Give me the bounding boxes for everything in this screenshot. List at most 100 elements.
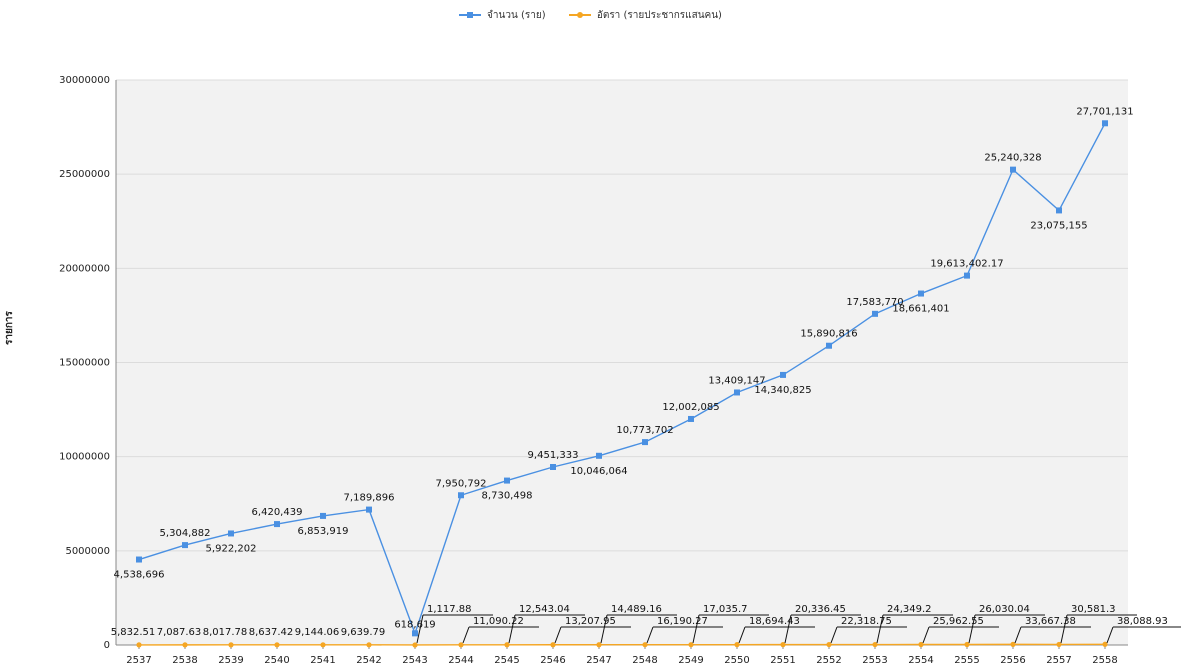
legend-item-count[interactable]: จำนวน (ราย) [459, 8, 546, 23]
data-label-rate: 9,639.79 [341, 627, 386, 638]
series-line-rate [138, 643, 1106, 646]
x-tick-label: 2545 [494, 655, 519, 666]
x-tick-label: 2552 [816, 655, 841, 666]
data-point-rate [320, 642, 326, 648]
data-label-rate: 8,017.78 [203, 627, 248, 638]
leader-line-rate [1014, 626, 1022, 644]
y-tick-label: 15000000 [59, 358, 110, 369]
leader-line-rate [922, 626, 930, 644]
data-label-count: 18,661,401 [892, 304, 949, 315]
data-point-rate [228, 642, 234, 648]
x-tick-label: 2555 [954, 655, 979, 666]
data-label-rate: 14,489.16 [611, 604, 662, 615]
data-label-count: 7,950,792 [436, 478, 487, 489]
data-point-count [826, 342, 832, 349]
data-label-count: 4,538,696 [114, 570, 165, 581]
x-tick-label: 2550 [724, 655, 749, 666]
data-label-count: 10,773,702 [616, 425, 673, 436]
data-label-count: 15,890,816 [800, 329, 857, 340]
data-point-count [734, 389, 740, 396]
leader-line-rate [1106, 626, 1114, 644]
data-label-count: 19,613,402.17 [930, 259, 1003, 270]
legend-item-rate[interactable]: อัตรา (รายประชากรแสนคน) [568, 8, 722, 23]
data-point-count [1102, 120, 1108, 127]
data-point-count [504, 477, 510, 484]
x-tick-label: 2540 [264, 655, 289, 666]
data-label-count: 25,240,328 [984, 153, 1041, 164]
data-label-rate: 8,637.42 [249, 627, 294, 638]
data-label-rate: 20,336.45 [795, 604, 846, 615]
data-point-count [550, 463, 556, 470]
data-label-rate: 1,117.88 [427, 604, 472, 615]
x-tick-label: 2541 [310, 655, 335, 666]
leader-line-rate [508, 614, 516, 644]
legend-swatch-rate [568, 12, 591, 18]
x-tick-label: 2556 [1000, 655, 1025, 666]
y-tick-label: 30000000 [59, 75, 110, 86]
data-point-rate [550, 642, 556, 648]
data-point-count [366, 506, 372, 513]
leader-line-rate [876, 614, 884, 644]
data-point-count [688, 415, 694, 422]
leader-line-rate [646, 626, 654, 644]
series-line-count [138, 122, 1106, 636]
data-label-rate: 38,088.93 [1117, 616, 1168, 627]
data-label-count: 618,619 [394, 619, 435, 630]
data-label-count: 17,583,770 [846, 297, 903, 308]
data-point-count [964, 272, 970, 279]
data-point-rate [366, 642, 372, 648]
data-label-count: 9,451,333 [528, 450, 579, 461]
data-label-count: 7,189,896 [344, 493, 395, 504]
leader-line-rate [554, 626, 562, 644]
x-tick-label: 2542 [356, 655, 381, 666]
data-point-rate [412, 642, 418, 648]
x-tick-label: 2546 [540, 655, 565, 666]
y-tick-label: 20000000 [59, 263, 110, 274]
x-tick-label: 2539 [218, 655, 243, 666]
x-tick-label: 2554 [908, 655, 933, 666]
x-tick-label: 2537 [126, 655, 151, 666]
legend-label-count: จำนวน (ราย) [487, 10, 546, 21]
y-tick-label: 25000000 [59, 169, 110, 180]
data-label-rate: 16,190.27 [657, 616, 708, 627]
leader-line-rate [462, 626, 470, 644]
x-tick-label: 2558 [1092, 655, 1117, 666]
data-point-count [872, 310, 878, 317]
data-point-rate [642, 642, 648, 648]
y-tick-label: 0 [104, 640, 110, 651]
data-label-rate: 26,030.04 [979, 604, 1030, 615]
data-point-count [412, 630, 418, 637]
data-label-rate: 13,207.95 [565, 616, 616, 627]
data-point-rate [1010, 641, 1016, 647]
x-tick-label: 2543 [402, 655, 427, 666]
data-point-rate [918, 641, 924, 648]
data-label-count: 10,046,064 [570, 466, 627, 477]
leader-line-rate [416, 614, 424, 644]
legend-swatch-count [459, 12, 482, 18]
data-point-count [596, 452, 602, 459]
data-label-rate: 22,318.75 [841, 616, 892, 627]
x-tick-label: 2557 [1046, 655, 1071, 666]
data-label-rate: 5,832.51 [111, 627, 156, 638]
data-label-rate: 25,962.55 [933, 616, 984, 627]
data-label-count: 12,002,085 [662, 402, 719, 413]
data-point-count [320, 512, 326, 519]
data-point-count [780, 371, 786, 378]
data-point-count [458, 492, 464, 499]
leader-line-rate [692, 614, 700, 644]
leader-line-rate [600, 614, 608, 644]
data-label-count: 27,701,131 [1076, 106, 1133, 117]
x-tick-label: 2547 [586, 655, 611, 666]
leader-line-rate [830, 626, 838, 644]
data-point-count [136, 556, 142, 563]
leader-line-rate [1060, 614, 1068, 644]
data-label-rate: 18,694.43 [749, 616, 800, 627]
data-label-count: 8,730,498 [482, 491, 533, 502]
x-tick-label: 2544 [448, 655, 473, 666]
data-point-count [642, 439, 648, 446]
data-point-count [918, 290, 924, 297]
data-point-rate [780, 642, 786, 648]
legend: จำนวน (ราย) อัตรา (รายประชากรแสนคน) [0, 8, 1181, 23]
data-label-count: 6,853,919 [298, 526, 349, 537]
data-label-count: 5,304,882 [160, 528, 211, 539]
